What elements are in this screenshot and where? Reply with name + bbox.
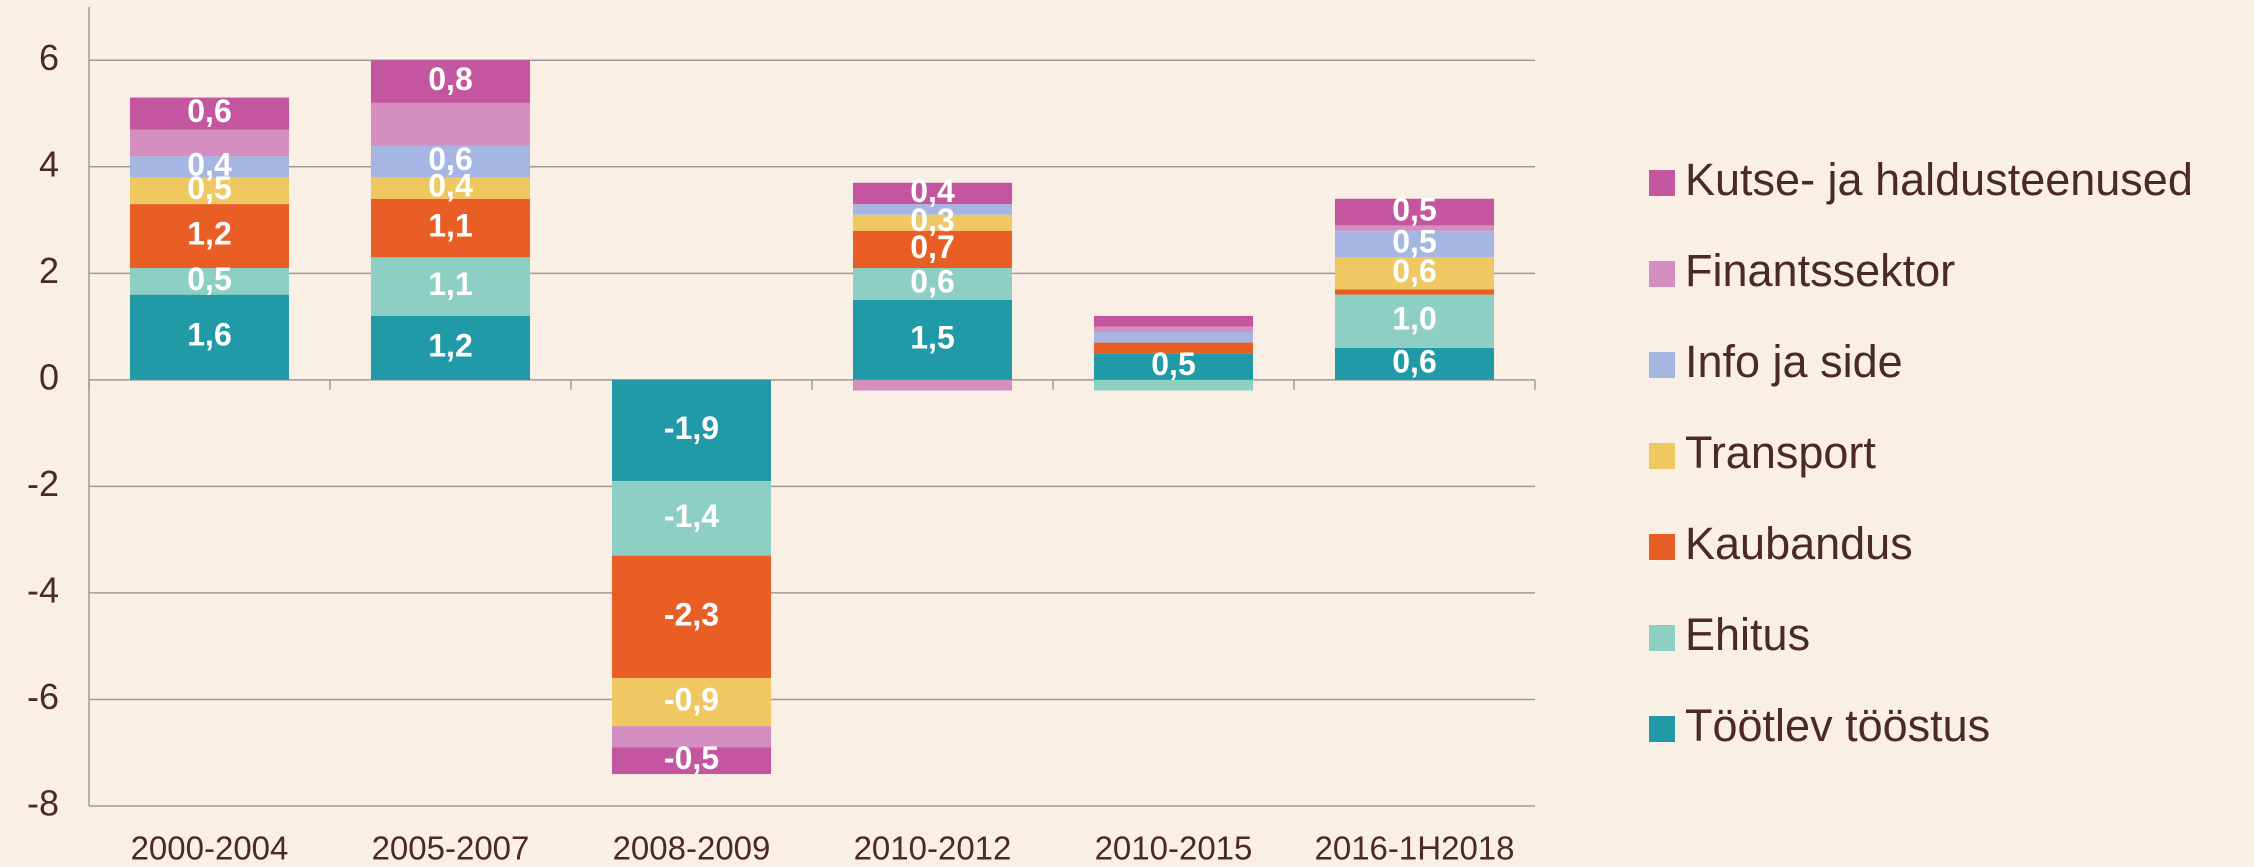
- x-tick-label: 2010-2012: [854, 830, 1012, 867]
- bar-segment: [370, 102, 531, 146]
- value-label: 0,5: [187, 261, 231, 297]
- value-label: 0,5: [187, 170, 231, 206]
- x-tick-label: 2010-2015: [1095, 830, 1253, 867]
- value-label: 0,4: [187, 146, 232, 182]
- value-label: 0,6: [187, 93, 231, 129]
- legend-label: Kaubandus: [1685, 518, 1913, 569]
- bar-segment: [852, 230, 1013, 269]
- y-tick-label: -6: [27, 676, 59, 717]
- value-label: 1,1: [428, 266, 472, 302]
- bar-segment: [611, 379, 772, 482]
- value-label: 1,0: [1392, 301, 1436, 337]
- value-label: 1,2: [187, 215, 231, 251]
- y-tick-label: -8: [27, 783, 59, 824]
- bar-segment: [611, 678, 772, 727]
- x-tick-label: 2005-2007: [372, 830, 530, 867]
- bar-segment: [129, 156, 290, 178]
- bar-segment: [1334, 230, 1495, 258]
- legend-swatch: [1649, 352, 1675, 378]
- bar-segment: [129, 177, 290, 205]
- x-tick-label: 2016-1H2018: [1315, 830, 1515, 867]
- value-label: 0,6: [1392, 253, 1436, 289]
- bar-segment: [852, 214, 1013, 231]
- bar-segment: [852, 268, 1013, 300]
- x-tick-label: 2000-2004: [131, 830, 289, 867]
- legend-swatch: [1649, 443, 1675, 469]
- value-label: 0,3: [910, 202, 954, 238]
- bar-segment: [1093, 326, 1254, 332]
- bar-segment: [852, 204, 1013, 215]
- bar-segment: [1093, 353, 1254, 380]
- value-label: 0,4: [910, 173, 955, 209]
- value-label: -1,9: [664, 410, 719, 446]
- bar-segment: [1093, 379, 1254, 391]
- bar-segment: [1334, 198, 1495, 226]
- bar-segment: [1093, 331, 1254, 343]
- legend-swatch: [1649, 716, 1675, 742]
- legend-swatch: [1649, 170, 1675, 196]
- bar-segment: [1334, 289, 1495, 295]
- value-label: 0,6: [1392, 343, 1436, 379]
- legend-label: Info ja side: [1685, 336, 1903, 387]
- legend-label: Kutse- ja haldusteenused: [1685, 154, 2193, 205]
- value-label: 1,5: [910, 319, 954, 355]
- value-label: 0,6: [428, 141, 472, 177]
- legend-label: Ehitus: [1685, 609, 1810, 660]
- bar-segment: [611, 481, 772, 556]
- bar-segment: [852, 182, 1013, 205]
- bar-segment: [611, 747, 772, 775]
- bar-segment: [129, 129, 290, 157]
- legend-swatch: [1649, 625, 1675, 651]
- y-tick-label: 0: [39, 356, 59, 397]
- bar-segment: [370, 257, 531, 316]
- bar-segment: [852, 379, 1013, 391]
- value-label: 1,6: [187, 317, 231, 353]
- legend-label: Transport: [1685, 427, 1876, 478]
- y-tick-label: 6: [39, 37, 59, 78]
- bar-segment: [611, 726, 772, 748]
- bar-segment: [1334, 225, 1495, 231]
- bar-segment: [370, 198, 531, 258]
- bar-segment: [852, 299, 1013, 380]
- bar-segment: [370, 315, 531, 380]
- legend-label: Finantssektor: [1685, 245, 1955, 296]
- value-label: -1,4: [664, 498, 719, 534]
- bar-segment: [129, 204, 290, 269]
- x-tick-label: 2008-2009: [613, 830, 771, 867]
- bar-segment: [611, 555, 772, 679]
- value-label: 0,4: [428, 168, 473, 204]
- value-label: -2,3: [664, 596, 719, 632]
- value-label: 0,5: [1151, 346, 1195, 382]
- bar-segment: [1334, 294, 1495, 348]
- y-tick-label: 2: [39, 250, 59, 291]
- y-tick-label: -2: [27, 463, 59, 504]
- legend-swatch: [1649, 261, 1675, 287]
- value-label: -0,5: [664, 740, 719, 776]
- bar-segment: [1093, 315, 1254, 327]
- value-label: 0,7: [910, 229, 954, 265]
- bar-segment: [1334, 347, 1495, 380]
- value-label: 0,5: [1392, 223, 1436, 259]
- bar-segment: [129, 97, 290, 130]
- y-tick-label: -4: [27, 569, 59, 610]
- bar-segment: [370, 60, 531, 103]
- value-label: 1,2: [428, 327, 472, 363]
- value-label: -0,9: [664, 682, 719, 718]
- bar-segment: [370, 145, 531, 178]
- bar-segment: [129, 268, 290, 295]
- bar-segment: [370, 177, 531, 199]
- bar-segment: [1334, 257, 1495, 290]
- legend-label: Töötlev tööstus: [1685, 700, 1990, 751]
- value-label: 0,6: [910, 263, 954, 299]
- value-label: 0,8: [428, 61, 472, 97]
- bar-segment: [129, 294, 290, 380]
- value-label: 1,1: [428, 208, 472, 244]
- value-label: 0,5: [1392, 192, 1436, 228]
- legend-swatch: [1649, 534, 1675, 560]
- y-tick-label: 4: [39, 143, 59, 184]
- bar-segment: [1093, 342, 1254, 354]
